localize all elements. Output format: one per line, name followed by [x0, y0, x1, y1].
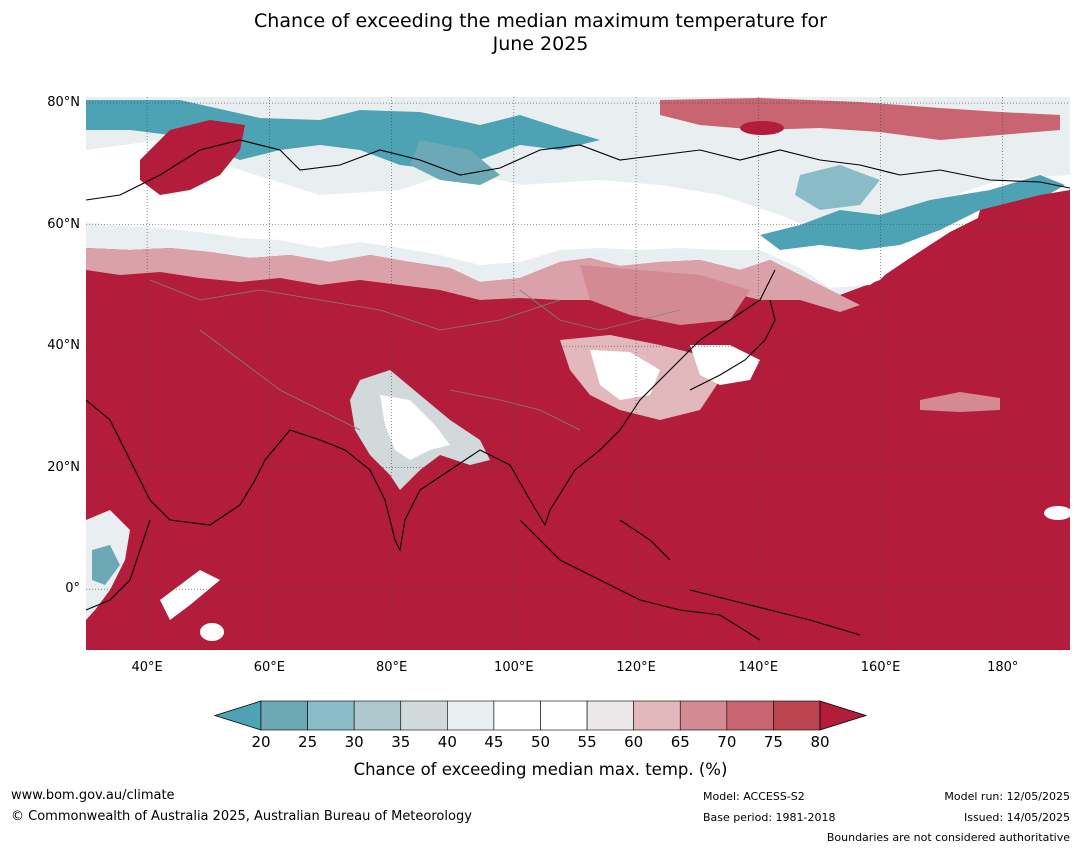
colorbar-tick-label: 20 [251, 733, 271, 751]
indian-ocean-white-spot [200, 623, 224, 641]
india-white-core [380, 395, 450, 460]
colorbar-tick-label: 60 [624, 733, 644, 751]
colorbar-tick-label: 45 [484, 733, 504, 751]
latitude-label: 0° [65, 581, 80, 597]
colorbar-high-extension [819, 700, 868, 731]
longitude-label: 180° [987, 660, 1019, 675]
colorbar-low-extension [213, 700, 262, 731]
colorbar-segment [773, 700, 821, 731]
graticule [86, 97, 1070, 650]
colorbar-segment [633, 700, 681, 731]
longitude-label: 60°E [253, 660, 285, 675]
colorbar-tick-label: 35 [391, 733, 411, 751]
footer-copyright: © Commonwealth of Australia 2025, Austra… [11, 809, 472, 824]
footer-website: www.bom.gov.au/climate [11, 788, 175, 803]
arctic-blue-patch-mid [410, 140, 500, 185]
coastlines [86, 139, 1070, 641]
pink-transition-band [86, 248, 860, 312]
pacific-pink-streak [920, 392, 1000, 412]
colorbar-tick-label: 40 [437, 733, 457, 751]
longitude-label: 40°E [131, 660, 163, 675]
mongolia-pink-patch [580, 265, 750, 325]
footer-base-period: Base period: 1981-2018 [703, 811, 836, 824]
map-title-line2: June 2025 [492, 33, 589, 55]
colorbar-segment [400, 700, 448, 731]
northern-white-band [86, 140, 1070, 288]
latitude-label: 60°N [47, 216, 80, 232]
colorbar-segment [447, 700, 495, 731]
colorbar-segment [540, 700, 588, 731]
colorbar-tick-label: 25 [298, 733, 318, 751]
latitude-label: 20°N [47, 459, 80, 475]
colorbar-tick-label: 50 [530, 733, 551, 751]
footer-disclaimer: Boundaries are not considered authoritat… [826, 831, 1070, 844]
pacific-white-spot [1044, 506, 1070, 520]
country-borders [149, 279, 681, 431]
latitude-label: 80°N [47, 95, 80, 111]
scandinavia-red-patch [140, 120, 245, 195]
colorbar-tick-label: 70 [717, 733, 737, 751]
colorbar-tick-label: 30 [344, 733, 364, 751]
longitude-label: 80°E [375, 660, 408, 675]
colorbar-segment [353, 700, 402, 731]
colorbar-segment [586, 700, 634, 731]
taymyr-red-spot [740, 121, 784, 135]
east-africa-blue-patch [92, 545, 120, 585]
colorbar [213, 700, 868, 731]
colorbar-segment [726, 700, 774, 731]
colorbar-tick-label: 55 [577, 733, 597, 751]
longitude-label: 120°E [616, 660, 656, 675]
longitude-label: 140°E [738, 660, 779, 675]
map-title-line1: Chance of exceeding the median maximum t… [254, 10, 827, 32]
colorbar-tick-label: 80 [810, 733, 830, 751]
japan-white-patch [690, 345, 760, 385]
siberia-blue-patch-east [760, 175, 1065, 250]
far-east-red-patch [970, 190, 1070, 270]
footer-issued: Issued: 14/05/2025 [963, 811, 1070, 824]
colorbar-tick-label: 75 [763, 733, 783, 751]
colorbar-segment [260, 700, 308, 731]
colorbar-segment [493, 700, 541, 731]
arabian-sea-neutral-patch [160, 570, 220, 620]
longitude-label: 100°E [494, 660, 534, 675]
footer-model: Model: ACCESS-S2 [703, 790, 805, 803]
east-china-white-patch [590, 350, 660, 400]
colorbar-segment [307, 700, 355, 731]
latitude-label: 40°N [47, 338, 80, 354]
longitude-label: 160°E [860, 660, 901, 675]
colorbar-segment [679, 700, 728, 731]
colorbar-caption: Chance of exceeding median max. temp. (%… [353, 760, 728, 779]
colorbar-tick-label: 65 [670, 733, 690, 751]
footer-model-run: Model run: 12/05/2025 [944, 790, 1070, 803]
siberia-blue-patch-north [795, 165, 880, 210]
